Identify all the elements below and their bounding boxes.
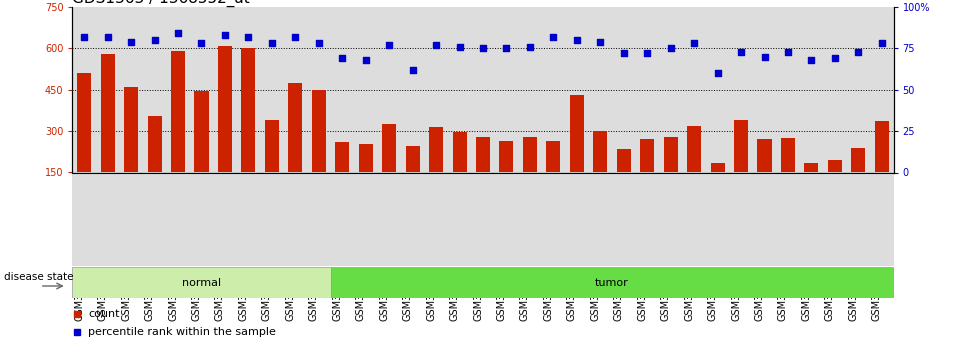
Point (851, 49, 867, 55)
Bar (851, 148, 866, 172)
Bar (383, 124, 396, 172)
Bar (734, 120, 748, 172)
Bar (452, 132, 467, 172)
Point (827, 56, 842, 61)
Bar (476, 137, 490, 172)
Bar (148, 116, 161, 172)
Bar (406, 146, 419, 172)
Bar (288, 83, 302, 172)
Point (147, 37, 162, 43)
Text: count: count (88, 309, 120, 319)
Point (124, 39, 139, 45)
Bar (781, 138, 795, 172)
Bar (875, 121, 889, 172)
Bar (570, 95, 583, 172)
Bar (711, 163, 724, 172)
Point (756, 54, 772, 59)
Bar (757, 139, 772, 172)
Bar (171, 51, 185, 172)
Bar (499, 141, 514, 172)
Bar (358, 144, 373, 172)
Point (569, 37, 584, 43)
Bar (593, 131, 608, 172)
Point (264, 41, 279, 46)
Point (781, 49, 796, 55)
Point (382, 42, 397, 48)
Point (170, 31, 185, 36)
Bar (218, 46, 232, 172)
Bar (72, 267, 330, 298)
Bar (194, 91, 209, 172)
Text: disease state: disease state (4, 272, 73, 282)
Point (194, 41, 210, 46)
Point (405, 67, 420, 72)
Point (523, 44, 538, 49)
Bar (547, 141, 560, 172)
Point (592, 39, 608, 45)
Bar (616, 149, 631, 172)
Point (99, 34, 115, 39)
Bar (429, 127, 443, 172)
Bar (828, 160, 842, 172)
Bar (124, 87, 138, 172)
Bar (265, 120, 279, 172)
Bar (687, 126, 701, 172)
Bar (100, 54, 115, 172)
Text: normal: normal (182, 278, 221, 288)
Point (334, 56, 350, 61)
Point (217, 32, 233, 38)
Point (874, 41, 890, 46)
Point (475, 46, 491, 51)
Bar (242, 48, 255, 172)
Point (498, 46, 514, 51)
Point (288, 34, 303, 39)
Point (733, 49, 749, 55)
Bar (312, 90, 326, 172)
Bar (805, 163, 818, 172)
Point (663, 46, 678, 51)
Bar (640, 139, 654, 172)
Point (616, 50, 632, 56)
Point (804, 57, 819, 63)
Text: percentile rank within the sample: percentile rank within the sample (88, 327, 275, 337)
Bar (523, 137, 537, 172)
Text: GDS1363 / 1368552_at: GDS1363 / 1368552_at (72, 0, 250, 7)
Bar (335, 142, 350, 172)
Point (311, 41, 327, 46)
Point (710, 70, 725, 76)
Bar (664, 137, 678, 172)
Point (639, 50, 655, 56)
Point (687, 41, 702, 46)
Text: tumor: tumor (595, 278, 629, 288)
Point (452, 44, 468, 49)
Bar (77, 73, 91, 172)
Point (546, 34, 561, 39)
Bar (330, 267, 894, 298)
Point (358, 57, 374, 63)
Point (76, 34, 92, 39)
Point (241, 34, 256, 39)
Point (428, 42, 443, 48)
